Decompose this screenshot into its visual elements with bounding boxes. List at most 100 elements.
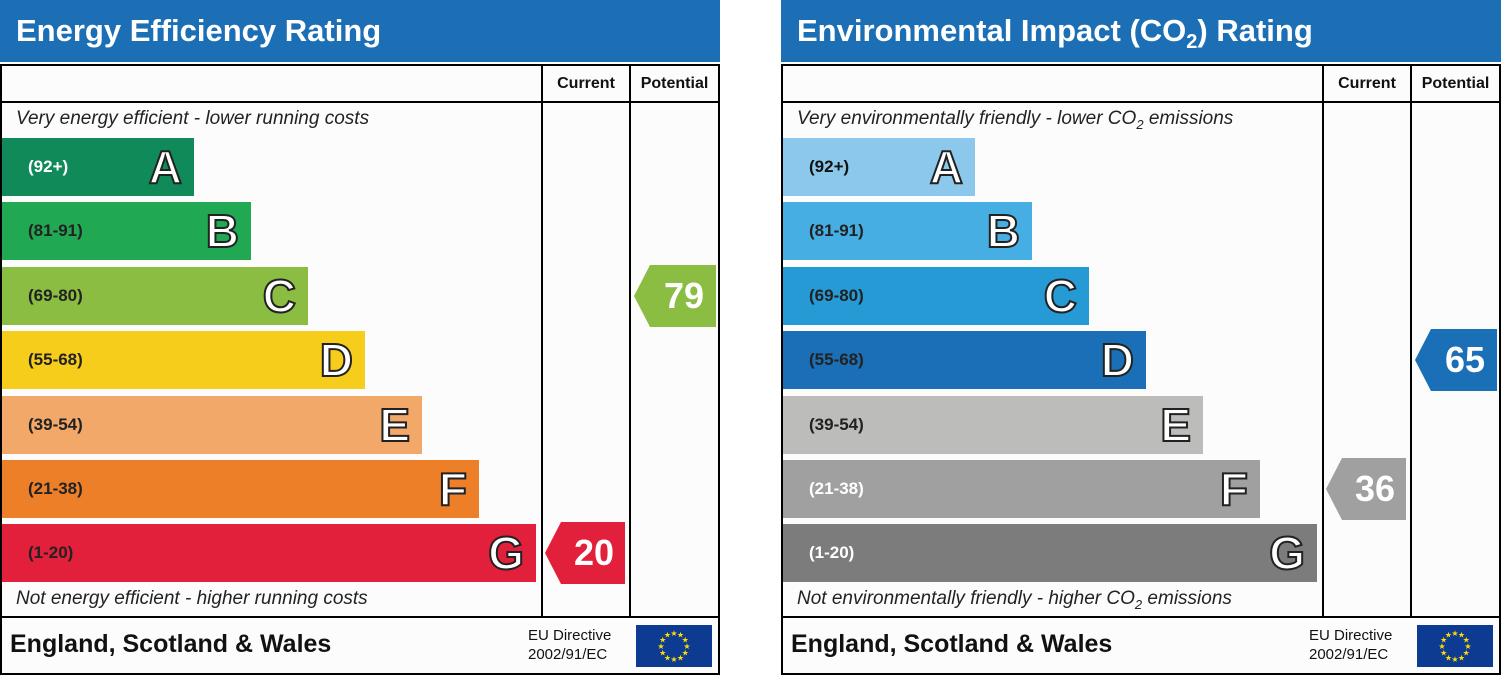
environmental-impact-panel: Environmental Impact (CO2) Rating Curren…	[781, 0, 1501, 675]
eu-directive-text: EU Directive 2002/91/EC	[1309, 626, 1419, 664]
eu-star-icon: ★	[664, 653, 671, 662]
eu-directive-line1: EU Directive	[1309, 627, 1393, 644]
band-letter: B	[205, 204, 240, 258]
eu-star-icon: ★	[670, 655, 677, 664]
eu-star-icon: ★	[1440, 636, 1447, 645]
rating-band-a: (92+) A	[2, 138, 194, 196]
potential-rating-flag: 79	[634, 265, 716, 327]
band-range-label: (39-54)	[809, 415, 864, 434]
bottom-note-subscript: 2	[1134, 596, 1143, 612]
energy-efficiency-panel: Energy Efficiency Rating Current Potenti…	[0, 0, 720, 675]
current-rating-flag: 20	[545, 522, 625, 584]
header-divider	[781, 101, 1501, 103]
band-letter: B	[986, 204, 1021, 258]
rating-band-a: (92+) A	[783, 138, 975, 196]
eu-star-icon: ★	[1464, 642, 1471, 651]
country-label: England, Scotland & Wales	[10, 630, 332, 658]
band-range-label: (69-80)	[809, 286, 864, 305]
column-divider	[1410, 64, 1412, 618]
panel-title-text: Energy Efficiency Rating	[16, 13, 382, 48]
rating-band-e: (39-54) E	[783, 396, 1203, 454]
footer-divider	[0, 616, 720, 618]
eu-directive-line2: 2002/91/EC	[1309, 646, 1389, 663]
band-letter: F	[438, 462, 468, 516]
band-range-label: (39-54)	[28, 415, 83, 434]
band-letter: C	[262, 269, 297, 323]
band-range-label: (69-80)	[28, 286, 83, 305]
eu-star-icon: ★	[683, 642, 690, 651]
band-letter: C	[1043, 269, 1078, 323]
band-range-label: (81-91)	[809, 221, 864, 240]
current-rating-value: 20	[573, 532, 615, 573]
flag-arrow	[1326, 458, 1406, 520]
top-note: Very energy efficient - lower running co…	[16, 108, 370, 129]
eu-star-icon: ★	[682, 636, 689, 645]
flag-shape	[1415, 329, 1497, 391]
eu-star-icon: ★	[1438, 642, 1445, 651]
column-divider	[541, 64, 543, 618]
flag-arrow	[1415, 329, 1497, 391]
band-letter: D	[319, 333, 354, 387]
band-letter: F	[1219, 462, 1249, 516]
eu-star-icon: ★	[1451, 655, 1458, 664]
band-range-label: (55-68)	[28, 350, 83, 369]
eu-star-icon: ★	[677, 653, 684, 662]
rating-band-b: (81-91) B	[2, 202, 251, 260]
flag-shape	[545, 522, 625, 584]
band-letter: A	[929, 140, 964, 194]
current-rating-flag: 36	[1326, 458, 1406, 520]
eu-star-icon: ★	[1451, 629, 1458, 638]
eu-star-icon: ★	[1440, 649, 1447, 658]
top-note-suffix: emissions	[1143, 108, 1234, 129]
eu-star-icon: ★	[682, 649, 689, 658]
current-column-header: Current	[1338, 75, 1396, 92]
rating-band-d: (55-68) D	[783, 331, 1146, 389]
bottom-note: Not environmentally friendly - higher CO…	[797, 588, 1232, 612]
band-range-label: (1-20)	[809, 543, 855, 562]
header-divider	[0, 101, 720, 103]
bottom-note: Not energy efficient - higher running co…	[16, 588, 368, 609]
band-letter: E	[1159, 398, 1192, 452]
band-letter: G	[487, 526, 525, 580]
eu-star-icon: ★	[659, 649, 666, 658]
potential-column-header: Potential	[640, 75, 709, 92]
country-label: England, Scotland & Wales	[791, 630, 1113, 658]
potential-rating-flag: 65	[1415, 329, 1497, 391]
eu-star-icon: ★	[1463, 636, 1470, 645]
rating-band-f: (21-38) F	[783, 460, 1260, 518]
eu-directive-text: EU Directive 2002/91/EC	[528, 626, 638, 664]
rating-band-e: (39-54) E	[2, 396, 422, 454]
flag-shape	[634, 265, 716, 327]
rating-band-c: (69-80) C	[783, 267, 1089, 325]
eu-star-icon: ★	[1445, 631, 1452, 640]
band-range-label: (92+)	[28, 157, 69, 176]
eu-star-icon: ★	[1458, 631, 1465, 640]
potential-rating-value: 65	[1444, 339, 1486, 380]
bottom-note-text: Not environmentally friendly - higher CO	[797, 588, 1135, 609]
panel-title: Energy Efficiency Rating	[0, 0, 720, 62]
flag-arrow	[634, 265, 716, 327]
eu-star-icon: ★	[1463, 649, 1470, 658]
eu-directive-line1: EU Directive	[528, 627, 612, 644]
column-divider	[1322, 64, 1324, 618]
eu-star-icon: ★	[1458, 653, 1465, 662]
band-range-label: (21-38)	[809, 479, 864, 498]
panel-title-suffix: ) Rating	[1197, 13, 1313, 48]
panel-title-subscript: 2	[1186, 31, 1198, 54]
eu-star-icon: ★	[664, 631, 671, 640]
band-letter: E	[378, 398, 411, 452]
rating-band-c: (69-80) C	[2, 267, 308, 325]
band-range-label: (1-20)	[28, 543, 74, 562]
panel-title: Environmental Impact (CO2) Rating	[781, 0, 1501, 62]
eu-star-icon: ★	[1445, 653, 1452, 662]
bottom-note-suffix: emissions	[1142, 588, 1232, 609]
eu-star-icon: ★	[670, 629, 677, 638]
rating-band-g: (1-20) G	[2, 524, 536, 582]
flag-shape	[1326, 458, 1406, 520]
potential-column-header: Potential	[1421, 75, 1490, 92]
band-range-label: (81-91)	[28, 221, 83, 240]
band-letter: D	[1100, 333, 1135, 387]
eu-star-icon: ★	[657, 642, 664, 651]
band-range-label: (55-68)	[809, 350, 864, 369]
band-range-label: (21-38)	[28, 479, 83, 498]
